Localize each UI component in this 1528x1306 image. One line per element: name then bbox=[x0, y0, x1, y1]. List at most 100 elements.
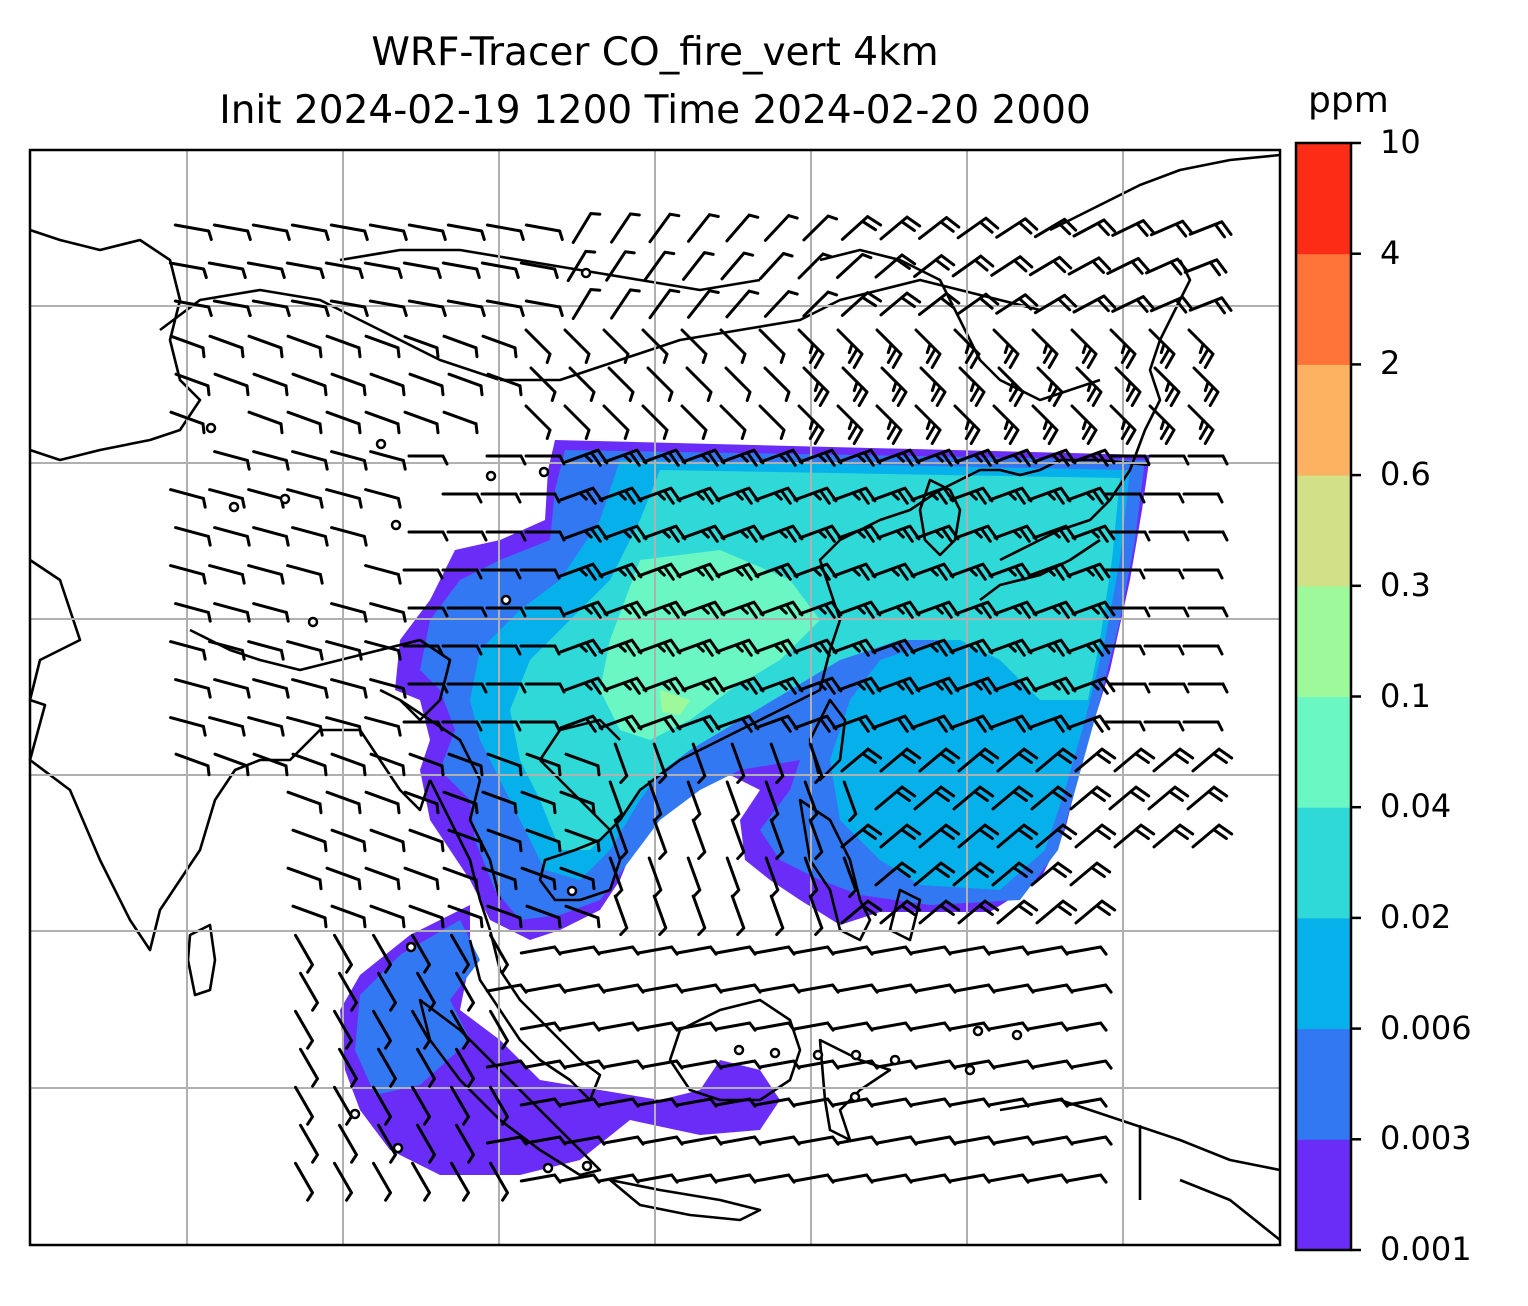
wind-barb bbox=[481, 334, 518, 359]
wind-barb bbox=[879, 899, 922, 925]
border-myanmar bbox=[399, 698, 502, 901]
wind-barb bbox=[1071, 448, 1116, 467]
wind-barb bbox=[954, 448, 999, 467]
wind-barb bbox=[730, 742, 746, 784]
wind-barb bbox=[564, 752, 601, 777]
wind-barb bbox=[837, 448, 882, 467]
wind-barb bbox=[832, 638, 877, 657]
wind-barb bbox=[558, 1021, 601, 1032]
wind-barb bbox=[338, 1047, 358, 1088]
wind-barb bbox=[333, 1085, 353, 1126]
wind-barb bbox=[646, 366, 674, 402]
wind-barb bbox=[841, 366, 869, 407]
wind-barb bbox=[1074, 899, 1117, 925]
wind-barb bbox=[759, 600, 804, 619]
wind-barb bbox=[524, 404, 552, 440]
wind-barb bbox=[247, 488, 285, 509]
wind-barb bbox=[874, 253, 917, 279]
wind-barb bbox=[643, 250, 676, 282]
wind-barb bbox=[1191, 823, 1234, 849]
wind-barb bbox=[441, 644, 483, 656]
wind-barb bbox=[174, 372, 211, 397]
wind-barb bbox=[1104, 492, 1146, 504]
wind-barb bbox=[603, 448, 648, 467]
wind-barb bbox=[870, 1097, 913, 1108]
wind-barb bbox=[602, 404, 630, 440]
wind-barb bbox=[519, 568, 561, 580]
wind-barb bbox=[836, 404, 864, 445]
wind-barb bbox=[286, 790, 323, 815]
wind-barb bbox=[949, 562, 994, 581]
wind-barb bbox=[840, 823, 883, 849]
wind-barb bbox=[1065, 1021, 1108, 1032]
wind-barb bbox=[1071, 524, 1116, 543]
wind-barb bbox=[954, 524, 999, 543]
wind-barb bbox=[524, 530, 566, 542]
wind-barb bbox=[1065, 1173, 1108, 1184]
wind-barb bbox=[769, 894, 785, 936]
wind-barb bbox=[948, 1097, 991, 1108]
map-frame bbox=[28, 148, 1282, 1247]
wind-barb bbox=[489, 1161, 509, 1202]
wind-barb bbox=[519, 1021, 562, 1032]
wind-barb bbox=[798, 448, 843, 467]
wind-barb bbox=[247, 410, 284, 435]
wind-barb bbox=[792, 1097, 835, 1108]
wind-barb bbox=[173, 223, 213, 241]
calm-marker bbox=[538, 466, 550, 478]
wind-barb bbox=[913, 254, 956, 278]
wind-barb bbox=[411, 1161, 431, 1202]
wind-barb bbox=[918, 899, 961, 925]
wind-barb bbox=[680, 404, 708, 440]
wind-barb bbox=[403, 790, 440, 815]
plume-south-blue bbox=[355, 920, 480, 1095]
wind-barb bbox=[1111, 219, 1155, 237]
wind-barb bbox=[957, 899, 1000, 925]
wind-barb bbox=[954, 676, 999, 695]
wind-barb bbox=[294, 1161, 314, 1202]
wind-barb bbox=[213, 372, 250, 397]
wind-barb bbox=[1070, 1135, 1113, 1146]
border-vietnam bbox=[538, 718, 621, 761]
wind-barb bbox=[450, 1085, 470, 1126]
calm-marker bbox=[850, 1049, 862, 1061]
colorbar-tick-label: 0.3 bbox=[1380, 565, 1431, 604]
wind-barb bbox=[489, 933, 509, 974]
wind-barb bbox=[836, 328, 864, 369]
wind-barb bbox=[808, 742, 824, 784]
wind-barb bbox=[759, 448, 804, 467]
wind-barb bbox=[1183, 258, 1228, 277]
wind-barb bbox=[247, 334, 284, 359]
wind-barb bbox=[571, 212, 602, 244]
wind-barb bbox=[1066, 638, 1111, 657]
coastline-north-east-asia bbox=[1049, 153, 1281, 232]
wind-barb bbox=[212, 299, 252, 317]
wind-barb bbox=[956, 292, 1000, 316]
wind-barb bbox=[676, 562, 721, 581]
wind-barb bbox=[1065, 1097, 1108, 1108]
wind-barb bbox=[605, 250, 636, 282]
wind-barb bbox=[1153, 366, 1181, 407]
coastline-taiwan bbox=[808, 698, 847, 782]
wind-barb bbox=[208, 564, 246, 585]
wind-barb bbox=[559, 790, 596, 815]
wind-barb bbox=[909, 1021, 952, 1032]
wind-barb bbox=[953, 328, 981, 369]
wind-barb bbox=[402, 568, 444, 580]
colorbar bbox=[1296, 143, 1351, 1251]
wind-barb bbox=[564, 904, 601, 929]
wind-barb bbox=[870, 945, 913, 956]
wind-barb bbox=[489, 1085, 509, 1126]
wind-barb bbox=[329, 299, 369, 317]
wind-barb bbox=[480, 261, 520, 279]
wind-barb bbox=[450, 1009, 470, 1050]
wind-barb bbox=[720, 676, 765, 695]
border-himalaya bbox=[189, 628, 452, 722]
wind-barb bbox=[364, 716, 402, 737]
wind-barb bbox=[486, 372, 523, 397]
wind-barb bbox=[958, 366, 986, 407]
calm-marker bbox=[566, 885, 578, 897]
wind-barb bbox=[1033, 217, 1078, 239]
wind-barb bbox=[519, 1173, 562, 1184]
wind-barb bbox=[486, 752, 523, 777]
